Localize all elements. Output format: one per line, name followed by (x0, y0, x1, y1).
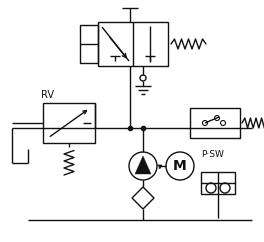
Text: P·SW: P·SW (201, 150, 224, 159)
Bar (190, 108, 240, 138)
Text: RV: RV (41, 90, 54, 100)
Text: M: M (173, 159, 187, 173)
Polygon shape (135, 156, 151, 174)
Bar (98, 22, 168, 66)
Bar (80, 25, 98, 63)
Bar (201, 172, 235, 194)
Bar (43, 103, 95, 143)
